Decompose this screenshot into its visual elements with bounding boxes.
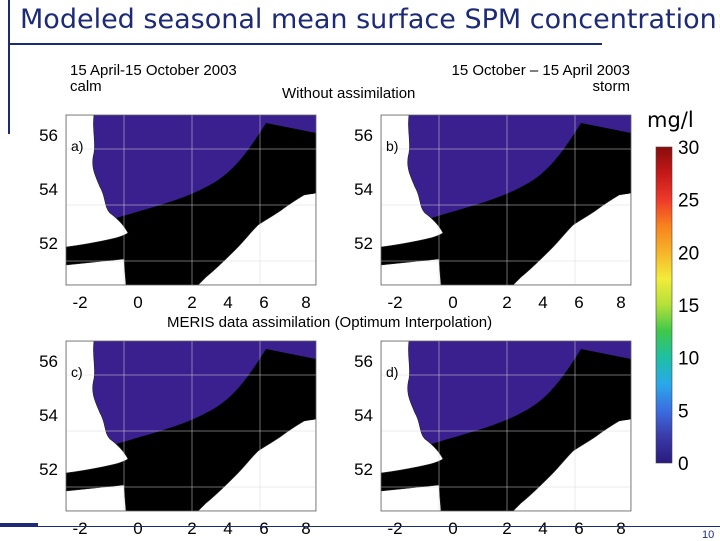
x-tick-label: 2	[502, 293, 511, 312]
y-tick-label: 56	[354, 126, 373, 145]
x-tick-label: 0	[448, 519, 457, 538]
x-tick-label: 0	[133, 519, 142, 538]
panel-label: d)	[386, 364, 398, 380]
colorbar-tick-label: 25	[678, 191, 699, 212]
sea-field	[66, 341, 316, 511]
x-tick-label: 8	[301, 293, 310, 312]
x-tick-label: -2	[72, 519, 87, 538]
x-tick-label: 8	[301, 519, 310, 538]
y-tick-label: 54	[39, 406, 58, 425]
right-condition-label: storm	[592, 78, 631, 95]
x-tick-label: 6	[574, 519, 583, 538]
colorbar-tick-label: 20	[678, 243, 699, 264]
map-field	[381, 341, 631, 511]
colorbar-bar	[655, 146, 673, 464]
map-frame	[65, 340, 317, 512]
x-tick-label: -2	[387, 519, 402, 538]
map-panel: #p3 .band1{fill:#27a0e0} #p3 .band2{fill…	[354, 340, 632, 538]
x-tick-label: 8	[616, 293, 625, 312]
x-tick-label: -2	[387, 293, 402, 312]
colorbar-unit: mg/l	[647, 108, 694, 132]
map-frame	[380, 340, 632, 512]
panel-label: b)	[386, 138, 398, 154]
x-tick-label: 4	[538, 519, 547, 538]
colorbar-tick-label: 30	[678, 138, 699, 159]
y-tick-label: 52	[39, 460, 58, 479]
colorbar-tick-label: 5	[678, 401, 689, 422]
x-tick-label: 2	[187, 293, 196, 312]
y-tick-label: 54	[354, 406, 373, 425]
y-tick-label: 54	[39, 180, 58, 199]
colorbar-tick-label: 15	[678, 296, 699, 317]
x-tick-label: 2	[502, 519, 511, 538]
map-panel: #p1 .band1{fill:#2e9ae6} #p1 .band2{fill…	[354, 114, 632, 312]
page-number: 10	[702, 529, 715, 541]
slide-title: Modeled seasonal mean surface SPM concen…	[20, 4, 720, 35]
x-tick-label: -2	[72, 293, 87, 312]
map-field	[66, 115, 316, 285]
sea-field	[381, 341, 631, 511]
left-condition-label: calm	[70, 78, 102, 95]
x-tick-label: 2	[187, 519, 196, 538]
x-tick-label: 6	[574, 293, 583, 312]
panel-label: a)	[71, 138, 83, 154]
map-field	[66, 341, 316, 511]
map-panel: #p0 .band1{fill:#1f7fd6} #p0 .band2{fill…	[39, 114, 317, 312]
footer-rule	[0, 526, 720, 527]
x-tick-label: 6	[259, 519, 268, 538]
sea-field	[66, 115, 316, 285]
footer-accent	[0, 523, 38, 526]
left-period-label: 15 April-15 October 2003	[70, 62, 237, 79]
y-tick-label: 52	[354, 234, 373, 253]
right-period-label: 15 October – 15 April 2003	[451, 62, 630, 79]
y-tick-label: 52	[354, 460, 373, 479]
x-tick-label: 0	[448, 293, 457, 312]
x-tick-label: 4	[223, 293, 232, 312]
map-field	[381, 115, 631, 285]
sea-field	[381, 115, 631, 285]
colorbar: 30 25 20 15 10 5 0	[655, 138, 699, 475]
x-tick-label: 4	[223, 519, 232, 538]
map-panel: #p2 .band1{fill:#1f7fd6} #p2 .band2{fill…	[39, 340, 317, 538]
y-tick-label: 56	[354, 352, 373, 371]
map-frame	[65, 114, 317, 286]
title-rule-vertical	[8, 0, 10, 134]
top-row-label: Without assimilation	[282, 85, 416, 102]
bottom-row-label: MERIS data assimilation (Optimum Interpo…	[167, 314, 493, 331]
colorbar-tick-label: 0	[678, 454, 689, 475]
colorbar-tick-label: 10	[678, 349, 699, 370]
y-tick-label: 52	[39, 234, 58, 253]
title-rule-horizontal	[8, 43, 602, 45]
panel-label: c)	[71, 364, 83, 380]
y-tick-label: 56	[39, 352, 58, 371]
x-tick-label: 6	[259, 293, 268, 312]
x-tick-label: 0	[133, 293, 142, 312]
y-tick-label: 54	[354, 180, 373, 199]
x-tick-label: 8	[616, 519, 625, 538]
y-tick-label: 56	[39, 126, 58, 145]
map-panels: #p0 .band1{fill:#1f7fd6} #p0 .band2{fill…	[39, 114, 632, 538]
x-tick-label: 4	[538, 293, 547, 312]
map-frame	[380, 114, 632, 286]
